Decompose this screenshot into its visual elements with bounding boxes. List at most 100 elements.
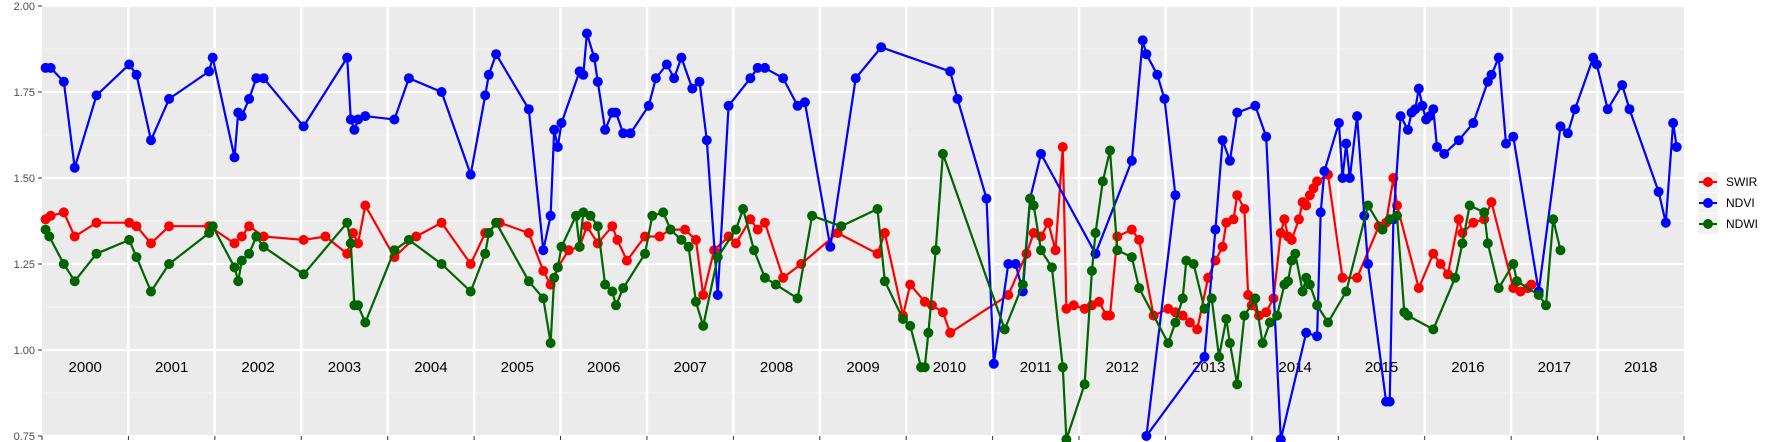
data-point-ndwi xyxy=(1323,317,1333,328)
data-point-ndwi xyxy=(549,272,560,283)
data-point-swir xyxy=(621,255,632,266)
data-point-ndwi xyxy=(523,276,534,287)
data-point-ndvi xyxy=(701,135,712,146)
data-point-ndwi xyxy=(1533,290,1544,300)
data-point-swir xyxy=(730,238,741,249)
data-point-ndwi xyxy=(538,293,549,304)
data-point-ndwi xyxy=(360,317,371,328)
data-point-ndvi xyxy=(1508,131,1519,142)
data-point-swir xyxy=(759,217,770,228)
data-point-ndwi xyxy=(353,300,363,311)
data-point-ndvi xyxy=(1486,69,1497,80)
data-point-swir xyxy=(927,300,937,311)
data-point-ndwi xyxy=(244,248,255,259)
data-point-ndvi xyxy=(251,73,262,84)
data-point-ndwi xyxy=(389,245,400,256)
data-point-ndwi xyxy=(1392,210,1402,221)
legend-label-swir: SWIR xyxy=(1726,175,1758,189)
data-point-ndvi xyxy=(1301,327,1312,338)
data-point-swir xyxy=(1428,248,1439,259)
data-point-ndvi xyxy=(581,28,592,39)
data-point-ndvi xyxy=(69,162,80,173)
data-point-ndwi xyxy=(58,259,69,269)
data-point-swir xyxy=(1279,214,1290,225)
data-point-ndvi xyxy=(1432,142,1442,152)
data-point-ndwi xyxy=(1046,262,1057,273)
data-point-swir xyxy=(465,259,476,269)
series-ndwi xyxy=(40,145,1566,442)
data-point-ndwi xyxy=(698,320,709,331)
data-point-ndvi xyxy=(1141,49,1152,60)
data-point-ndvi xyxy=(592,76,603,87)
data-point-swir xyxy=(905,279,916,290)
data-point-swir xyxy=(1312,176,1323,187)
data-point-ndvi xyxy=(643,100,654,111)
data-point-ndwi xyxy=(930,245,941,256)
legend-label-ndwi: NDWI xyxy=(1726,217,1758,231)
data-point-ndvi xyxy=(1126,155,1137,166)
data-point-ndvi xyxy=(552,142,563,152)
data-point-ndvi xyxy=(480,90,491,101)
data-point-ndwi xyxy=(552,262,563,273)
data-point-ndwi xyxy=(1482,238,1493,249)
data-point-ndwi xyxy=(207,221,218,232)
data-point-ndvi xyxy=(360,111,371,122)
data-point-ndwi xyxy=(1428,324,1439,335)
data-point-swir xyxy=(1468,217,1479,228)
data-point-swir xyxy=(342,248,353,259)
data-point-ndvi xyxy=(1395,111,1406,122)
year-label: 2016 xyxy=(1451,359,1484,376)
data-point-ndvi xyxy=(687,83,698,94)
data-point-ndwi xyxy=(1283,276,1293,287)
data-point-ndvi xyxy=(1010,259,1021,269)
data-point-ndvi xyxy=(1137,35,1148,46)
data-point-ndwi xyxy=(1188,259,1199,269)
year-label: 2001 xyxy=(155,359,188,376)
data-point-swir xyxy=(937,307,948,318)
data-point-ndvi xyxy=(625,128,636,139)
data-point-ndvi xyxy=(578,69,589,80)
data-point-ndwi xyxy=(574,241,585,252)
data-point-ndvi xyxy=(1341,138,1352,149)
data-point-swir xyxy=(1526,279,1537,290)
data-point-swir xyxy=(1232,190,1243,201)
data-point-ndwi xyxy=(640,248,650,259)
data-point-ndwi xyxy=(600,279,611,290)
data-point-ndwi xyxy=(342,217,353,228)
year-label: 2011 xyxy=(1020,359,1052,376)
data-point-swir xyxy=(1057,142,1068,152)
data-point-ndwi xyxy=(436,259,447,269)
data-point-ndvi xyxy=(1417,100,1428,111)
data-point-ndwi xyxy=(1163,338,1174,349)
data-point-ndwi xyxy=(1511,276,1522,287)
data-point-ndvi xyxy=(523,104,534,115)
series-layer xyxy=(40,28,1682,442)
data-point-ndvi xyxy=(164,93,175,104)
data-point-ndvi xyxy=(258,73,269,84)
year-label: 2017 xyxy=(1538,359,1571,376)
year-label: 2014 xyxy=(1278,359,1311,376)
data-point-ndvi xyxy=(124,59,135,70)
data-point-ndvi xyxy=(1653,186,1664,197)
data-point-swir xyxy=(1003,290,1014,300)
data-point-ndvi xyxy=(1428,104,1439,115)
data-point-swir xyxy=(320,231,331,242)
data-point-swir xyxy=(1094,296,1105,307)
data-point-swir xyxy=(1068,300,1079,311)
data-point-ndwi xyxy=(1250,293,1261,304)
data-point-ndwi xyxy=(807,210,818,221)
data-point-swir xyxy=(1293,214,1304,225)
data-point-ndvi xyxy=(981,193,992,204)
data-point-ndwi xyxy=(658,207,669,218)
data-point-ndwi xyxy=(69,276,80,287)
data-point-ndvi xyxy=(1555,121,1566,132)
data-point-ndwi xyxy=(1214,351,1224,362)
data-point-ndwi xyxy=(1297,286,1308,297)
data-point-swir xyxy=(58,207,69,218)
data-point-ndwi xyxy=(879,276,890,287)
year-label: 2008 xyxy=(760,359,793,376)
data-point-ndvi xyxy=(669,73,680,84)
data-point-ndwi xyxy=(124,234,135,245)
data-point-ndvi xyxy=(1660,217,1671,228)
